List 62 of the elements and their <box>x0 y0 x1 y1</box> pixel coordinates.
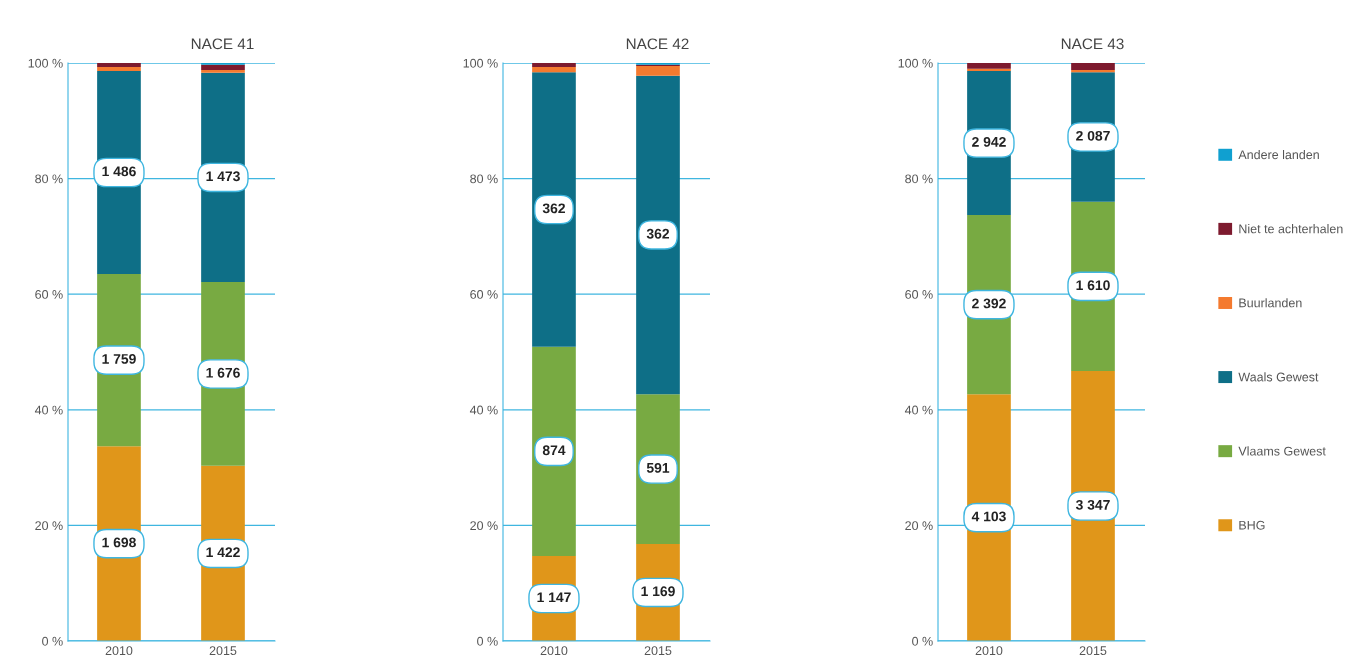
bar <box>532 72 576 347</box>
y-tick-label: 40 % <box>469 405 498 415</box>
annotation: 3 347 <box>1075 499 1110 510</box>
legend-label: Andere landen <box>1238 149 1319 160</box>
x-tick-label: 2015 <box>1079 646 1107 656</box>
annotation: 2 392 <box>972 298 1006 309</box>
y-tick-label: 60 % <box>35 290 63 299</box>
annotation: 2 087 <box>1076 130 1110 141</box>
legend-label: Niet te achterhalen <box>1239 224 1343 234</box>
legend-label: Vlaams Gewest <box>1238 446 1326 456</box>
bar <box>532 63 576 68</box>
annotation: 591 <box>646 462 670 473</box>
annotation: 874 <box>542 445 566 456</box>
x-tick-label: 2010 <box>105 646 133 656</box>
annotation: 1 422 <box>206 547 240 558</box>
annotation: 1 759 <box>102 353 136 364</box>
bar <box>201 69 245 73</box>
y-tick-label: 100 % <box>463 58 498 68</box>
bar <box>967 63 1011 69</box>
y-tick-label: 100 % <box>28 58 63 68</box>
chart-title: NACE 42 <box>626 38 689 50</box>
y-tick-label: 0 % <box>42 636 63 646</box>
bar <box>636 65 680 76</box>
y-tick-label: 20 % <box>470 521 498 531</box>
y-tick-label: 20 % <box>905 521 933 531</box>
y-tick-label: 60 % <box>470 290 498 299</box>
annotation: 1 169 <box>641 586 675 597</box>
bar <box>97 63 141 68</box>
y-tick-label: 80 % <box>905 174 933 184</box>
annotation: 1 698 <box>102 537 136 548</box>
bar <box>201 64 245 70</box>
annotation: 1 147 <box>537 592 571 603</box>
y-tick-label: 0 % <box>477 636 498 646</box>
legend-label: BHG <box>1239 520 1265 530</box>
bar <box>532 67 576 73</box>
annotation: 362 <box>646 228 670 239</box>
bar <box>636 75 680 395</box>
x-tick-label: 2015 <box>209 646 237 656</box>
legend-label: Buurlanden <box>1239 298 1302 308</box>
chart-title: NACE 41 <box>191 38 254 50</box>
y-tick-label: 0 % <box>912 636 933 646</box>
annotation: 362 <box>542 203 565 214</box>
bar <box>97 67 141 72</box>
x-tick-label: 2015 <box>644 646 672 656</box>
y-tick-label: 80 % <box>470 174 498 184</box>
x-tick-label: 2010 <box>540 646 568 656</box>
y-tick-label: 80 % <box>35 174 63 184</box>
y-tick-label: 40 % <box>34 405 63 415</box>
bar <box>1071 63 1115 70</box>
annotation: 1 610 <box>1076 280 1110 291</box>
annotation: 4 103 <box>971 511 1006 522</box>
annotation: 1 676 <box>206 367 240 378</box>
annotation: 1 473 <box>206 171 240 182</box>
chart-title: NACE 43 <box>1061 38 1124 50</box>
y-tick-label: 60 % <box>905 290 933 299</box>
y-tick-label: 40 % <box>904 405 933 415</box>
y-tick-label: 20 % <box>35 521 63 531</box>
x-tick-label: 2010 <box>975 646 1003 656</box>
annotation: 1 486 <box>102 166 136 177</box>
y-tick-label: 100 % <box>898 58 933 68</box>
annotation: 2 942 <box>972 136 1006 147</box>
legend-label: Waals Gewest <box>1238 372 1319 382</box>
